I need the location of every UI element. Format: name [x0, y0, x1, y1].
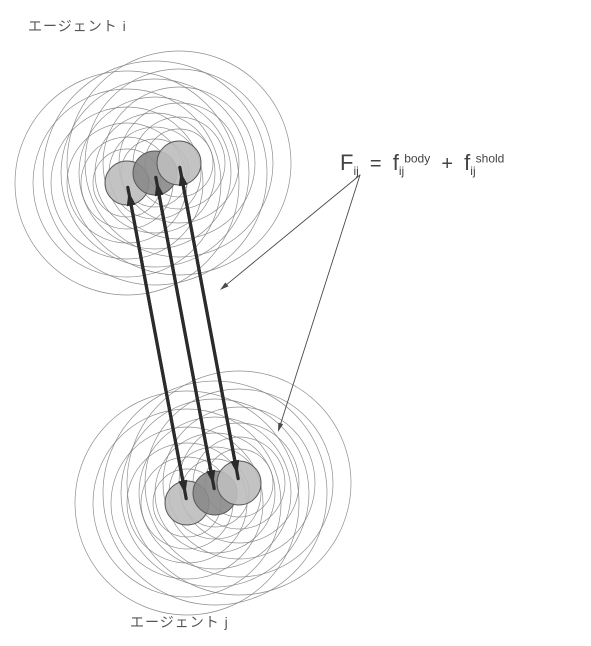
formula-f2-sub: ij — [470, 164, 475, 178]
formula-F-sub: ij — [353, 164, 358, 178]
formula-F: F — [340, 150, 353, 175]
force-formula: Fij = fijbody + fijshold — [340, 150, 504, 178]
formula-f1-sub: ij — [399, 164, 404, 178]
formula-eq: = — [370, 153, 382, 175]
formula-plus: + — [441, 153, 453, 175]
agent-i-label: エージェント i — [28, 16, 127, 36]
diagram-svg — [0, 0, 591, 646]
agent-j-label: エージェント j — [130, 612, 229, 632]
diagram-stage: エージェント i エージェント j Fij = fijbody + fijsho… — [0, 0, 591, 646]
formula-f2-sup: shold — [476, 151, 505, 165]
formula-f1-sup: body — [404, 151, 430, 165]
